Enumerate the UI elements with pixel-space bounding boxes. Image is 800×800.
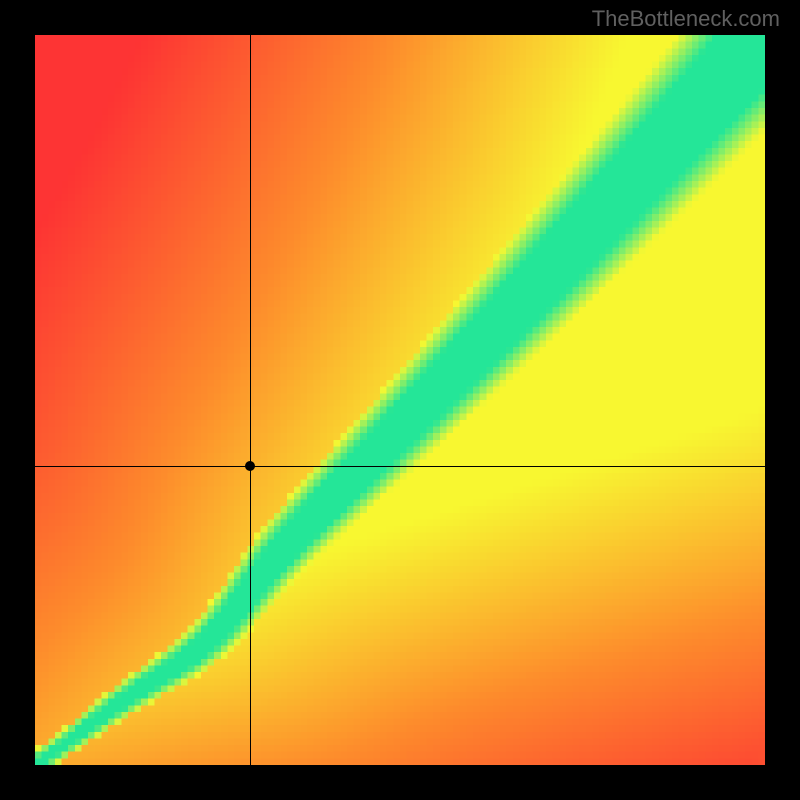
- crosshair-vertical: [250, 35, 251, 765]
- chart-container: TheBottleneck.com: [0, 0, 800, 800]
- plot-area: [35, 35, 765, 765]
- heatmap-canvas: [35, 35, 765, 765]
- crosshair-horizontal: [35, 466, 765, 467]
- marker-dot: [245, 461, 255, 471]
- watermark-text: TheBottleneck.com: [592, 6, 780, 32]
